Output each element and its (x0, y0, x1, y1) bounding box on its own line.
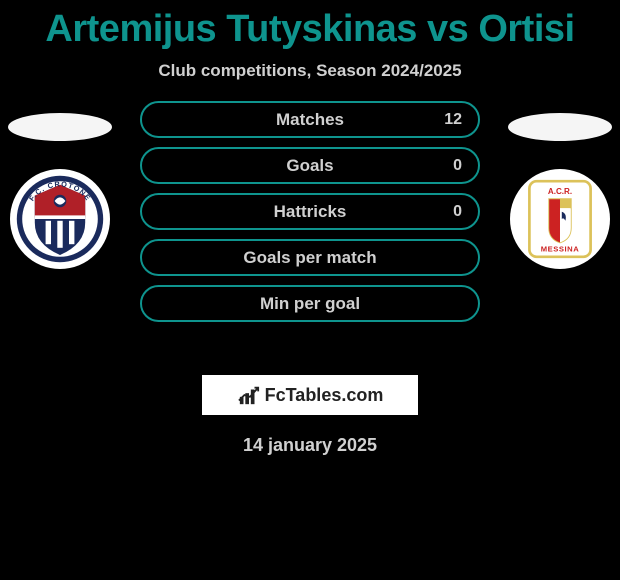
stat-value-right: 0 (453, 157, 462, 175)
stat-row-matches: Matches 12 (140, 101, 480, 138)
left-player-column: F.C. CROTONE (0, 113, 120, 269)
stat-value-right: 12 (444, 111, 462, 129)
stat-label: Goals per match (243, 248, 376, 268)
stats-column: Matches 12 Goals 0 Hattricks 0 Goals per… (140, 101, 480, 322)
bar-chart-icon (237, 384, 261, 406)
messina-badge-icon: A.C.R. MESSINA (515, 174, 605, 264)
stat-label: Goals (286, 156, 333, 176)
right-team-badge: A.C.R. MESSINA (510, 169, 610, 269)
date-label: 14 january 2025 (0, 435, 620, 456)
stat-label: Matches (276, 110, 344, 130)
crotone-badge-icon: F.C. CROTONE (15, 174, 105, 264)
svg-text:MESSINA: MESSINA (541, 244, 580, 253)
fctables-logo: FcTables.com (202, 375, 418, 415)
player-avatar-placeholder-left (8, 113, 112, 141)
svg-text:A.C.R.: A.C.R. (548, 187, 572, 196)
comparison-row: F.C. CROTONE Matches 12 Goals 0 Hattrick… (0, 113, 620, 353)
stat-label: Hattricks (274, 202, 347, 222)
page-title: Artemijus Tutyskinas vs Ortisi (0, 0, 620, 51)
stat-label: Min per goal (260, 294, 360, 314)
stat-value-right: 0 (453, 203, 462, 221)
subtitle: Club competitions, Season 2024/2025 (0, 61, 620, 81)
right-player-column: A.C.R. MESSINA (500, 113, 620, 269)
left-team-badge: F.C. CROTONE (10, 169, 110, 269)
stat-row-goals: Goals 0 (140, 147, 480, 184)
fctables-logo-text: FcTables.com (265, 385, 384, 406)
stat-row-hattricks: Hattricks 0 (140, 193, 480, 230)
stat-row-min-per-goal: Min per goal (140, 285, 480, 322)
stat-row-goals-per-match: Goals per match (140, 239, 480, 276)
player-avatar-placeholder-right (508, 113, 612, 141)
